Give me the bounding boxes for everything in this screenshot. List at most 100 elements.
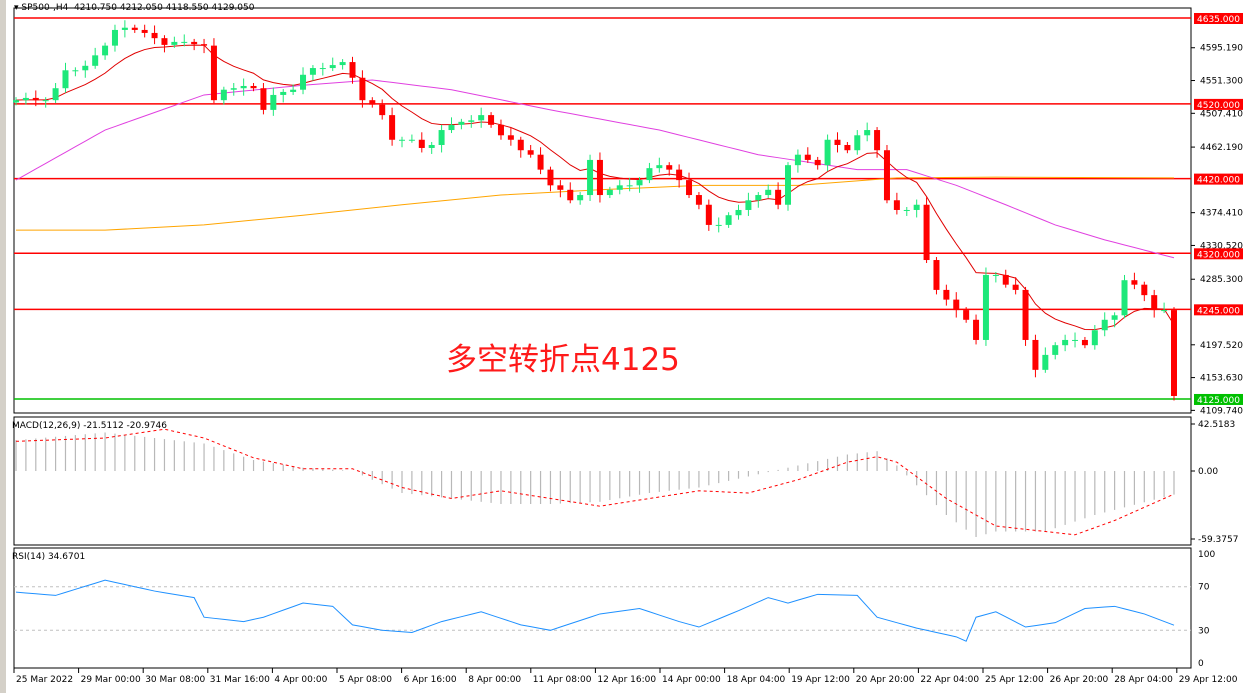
- price-axis-label: 4109.740: [1200, 406, 1243, 416]
- candle-body: [517, 139, 524, 151]
- candle-body: [577, 195, 584, 201]
- rsi-line: [15, 579, 1175, 642]
- candle-body: [399, 139, 405, 141]
- candle-body: [319, 68, 326, 70]
- level-tag-label: 4420.000: [1197, 176, 1240, 186]
- candle-body: [547, 169, 554, 186]
- main-pane-frame: [13, 7, 1192, 414]
- candle-body: [389, 115, 396, 140]
- level-tag: [1194, 248, 1243, 260]
- candle-body: [408, 139, 415, 141]
- candle-body: [715, 224, 722, 226]
- candle-body: [804, 154, 811, 160]
- level-tag-label: 4520.000: [1197, 101, 1240, 111]
- candle-body: [1032, 339, 1039, 370]
- candle-body: [379, 104, 386, 116]
- candle-body: [765, 189, 772, 196]
- candle-body: [616, 185, 623, 190]
- candle-body: [72, 70, 79, 72]
- candle-body: [1151, 295, 1158, 311]
- ma-orange-line: [16, 176, 1175, 231]
- candle-body: [359, 77, 366, 101]
- price-axis-label: 4462.190: [1200, 143, 1243, 153]
- time-axis-label: 25 Mar 2022: [16, 675, 73, 685]
- candle-body: [52, 88, 59, 101]
- candle-body: [309, 68, 316, 75]
- candle-body: [220, 89, 227, 101]
- candle-body: [933, 260, 940, 290]
- candle-body: [1161, 310, 1168, 312]
- rsi-label: RSI(14) 34.6701: [12, 552, 86, 562]
- time-axis-label: 26 Apr 20:00: [1050, 675, 1109, 685]
- price-axis-label: 4285.300: [1200, 275, 1243, 285]
- candle-body: [963, 310, 970, 320]
- time-axis-label: 18 Apr 04:00: [727, 675, 786, 685]
- rsi-axis-label: 0: [1198, 659, 1204, 669]
- candle-body: [260, 88, 267, 110]
- time-axis-label: 14 Apr 00:00: [662, 675, 721, 685]
- candle-body: [201, 44, 208, 46]
- time-axis-label: 28 Apr 04:00: [1114, 675, 1173, 685]
- candle-body: [666, 165, 673, 170]
- level-tag-label: 4125.000: [1197, 396, 1240, 406]
- rsi-axis-label: 30: [1198, 626, 1210, 636]
- chart-title: ▾ SP500-,H4 4210.750 4212.050 4118.550 4…: [14, 3, 255, 13]
- ma-magenta-line: [15, 79, 1175, 259]
- ohlc-low: 4118.550: [165, 3, 209, 13]
- candle-body: [191, 41, 198, 45]
- time-axis-label: 20 Apr 20:00: [856, 675, 915, 685]
- candle-body: [102, 45, 109, 56]
- rsi-pane-frame: [13, 547, 1192, 669]
- ohlc-open: 4210.750: [74, 3, 117, 13]
- candle-body: [1012, 284, 1019, 290]
- candle-body: [270, 94, 277, 110]
- candle-body: [161, 38, 168, 45]
- candle-body: [725, 215, 732, 225]
- candle-body: [567, 189, 574, 201]
- candle-body: [755, 195, 762, 201]
- candle-body: [893, 200, 900, 210]
- candle-body: [121, 27, 128, 30]
- level-tag: [1194, 304, 1243, 316]
- candle-body: [923, 204, 930, 261]
- macd-axis-label: -59.3757: [1198, 535, 1238, 545]
- time-axis-label: 12 Apr 16:00: [597, 675, 656, 685]
- price-axis-label: 4153.630: [1200, 374, 1243, 384]
- candle-body: [814, 159, 821, 166]
- candle-body: [1081, 339, 1088, 346]
- candle-body: [290, 89, 297, 92]
- symbol: SP500-,H4: [21, 3, 69, 13]
- candle-body: [369, 100, 376, 105]
- candle-body: [507, 135, 514, 140]
- candle-body: [438, 130, 445, 145]
- macd-label: MACD(12,26,9) -21.5112 -20.9746: [12, 421, 168, 431]
- chart-canvas: 4595.190 4551.300 4507.410 4462.190 4374.410…: [13, 7, 1243, 685]
- candle-body: [210, 45, 217, 101]
- level-tag: [1194, 173, 1243, 185]
- candle-body: [141, 29, 148, 33]
- candle-body: [824, 139, 831, 166]
- candle-body: [686, 180, 693, 196]
- candle-body: [22, 97, 29, 101]
- candle-body: [537, 154, 544, 170]
- level-tag: [1194, 13, 1243, 24]
- candle-body: [1111, 315, 1118, 320]
- rsi-axis-label: 70: [1198, 583, 1210, 593]
- candle-body: [488, 115, 495, 125]
- level-tag: [1194, 98, 1243, 110]
- ma-red-line: [15, 44, 1175, 331]
- price-axis-label: 4374.410: [1200, 209, 1243, 219]
- candle-body: [656, 165, 663, 169]
- candle-body: [428, 144, 435, 148]
- candle-body: [339, 62, 346, 66]
- candle-body: [1022, 289, 1029, 340]
- candle-body: [240, 85, 247, 89]
- candle-body: [181, 41, 188, 43]
- candle-body: [1141, 284, 1148, 296]
- candle-body: [676, 169, 683, 181]
- candle-body: [854, 135, 861, 151]
- candle-body: [785, 165, 791, 205]
- candle-body: [557, 185, 564, 190]
- candle-body: [300, 74, 307, 90]
- candle-body: [646, 168, 653, 181]
